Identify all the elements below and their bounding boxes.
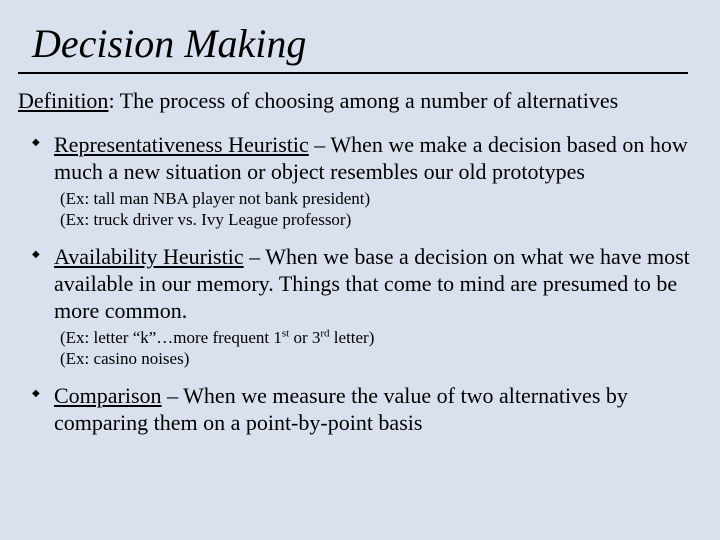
example-line: (Ex: truck driver vs. Ivy League profess… <box>60 209 698 230</box>
bullet-list: Representativeness Heuristic – When we m… <box>18 132 702 437</box>
term-availability: Availability Heuristic <box>54 244 244 269</box>
list-item: Availability Heuristic – When we base a … <box>32 244 698 369</box>
definition-text: : The process of choosing among a number… <box>108 88 618 113</box>
item-heading: Availability Heuristic – When we base a … <box>54 244 698 324</box>
example-line: (Ex: tall man NBA player not bank presid… <box>60 188 698 209</box>
item-examples: (Ex: letter “k”…more frequent 1st or 3rd… <box>60 327 698 370</box>
slide-title: Decision Making <box>18 16 688 74</box>
term-comparison: Comparison <box>54 383 162 408</box>
item-heading: Comparison – When we measure the value o… <box>54 383 698 437</box>
list-item: Comparison – When we measure the value o… <box>32 383 698 437</box>
definition-line: Definition: The process of choosing amon… <box>18 88 702 114</box>
example-fragment: (Ex: letter “k”…more frequent 1 <box>60 328 282 347</box>
item-examples: (Ex: tall man NBA player not bank presid… <box>60 188 698 231</box>
example-line: (Ex: letter “k”…more frequent 1st or 3rd… <box>60 327 698 348</box>
example-line: (Ex: casino noises) <box>60 348 698 369</box>
example-fragment: or 3 <box>289 328 320 347</box>
definition-label: Definition <box>18 88 108 113</box>
term-representativeness: Representativeness Heuristic <box>54 132 309 157</box>
slide: Decision Making Definition: The process … <box>0 0 720 540</box>
superscript: rd <box>320 327 329 339</box>
list-item: Representativeness Heuristic – When we m… <box>32 132 698 230</box>
example-fragment: letter) <box>330 328 375 347</box>
item-heading: Representativeness Heuristic – When we m… <box>54 132 698 186</box>
